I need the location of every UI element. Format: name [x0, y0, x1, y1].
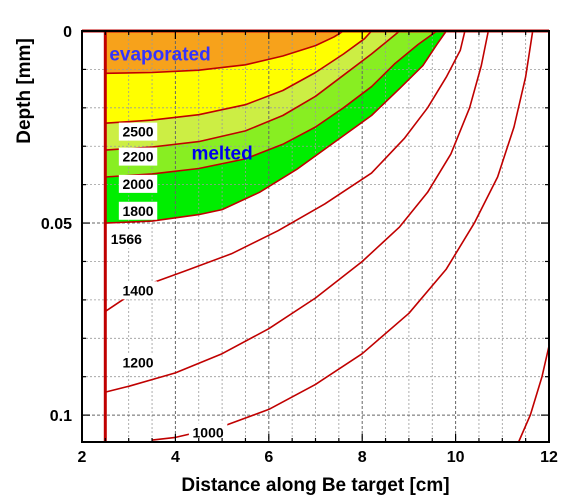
contour-label: 2500 [122, 124, 153, 140]
contour-label-group: 2500 [119, 123, 157, 141]
contour-label: 1400 [122, 282, 153, 298]
melted-label: melted [191, 144, 252, 165]
x-tick-label: 2 [78, 449, 87, 466]
contour-label: 2200 [122, 149, 153, 165]
x-tick-label: 4 [171, 449, 180, 466]
contour-label: 1800 [122, 203, 153, 219]
contour-label-group: 1400 [119, 281, 157, 299]
x-tick-label: 6 [264, 449, 273, 466]
contour-label-group: 1200 [119, 353, 157, 371]
x-tick-label: 8 [358, 449, 367, 466]
contour-label-group: 1566 [107, 230, 145, 248]
contour-label: 1566 [111, 231, 142, 247]
contour-label-group: 2000 [119, 175, 157, 193]
contour-label: 1200 [122, 354, 153, 370]
contour-label-group: 1800 [119, 202, 157, 220]
contour-label-group: 2200 [119, 148, 157, 166]
y-tick-label: 0 [63, 24, 72, 41]
x-axis-title: Distance along Be target [cm] [181, 475, 449, 496]
y-axis-title: Depth [mm] [14, 38, 35, 144]
x-tick-label: 10 [447, 449, 465, 466]
x-tick-labels: 2 4 6 8 10 12 [78, 449, 558, 466]
contour-line-edge [519, 346, 549, 442]
x-tick-label: 12 [540, 449, 558, 466]
evaporated-label: evaporated [109, 44, 210, 65]
y-tick-label: 0.05 [41, 216, 72, 233]
y-tick-label: 0.1 [50, 408, 72, 425]
contour-label: 1000 [193, 424, 224, 440]
contour-label: 2000 [122, 176, 153, 192]
y-tick-labels: 0 0.05 0.1 [41, 24, 72, 425]
